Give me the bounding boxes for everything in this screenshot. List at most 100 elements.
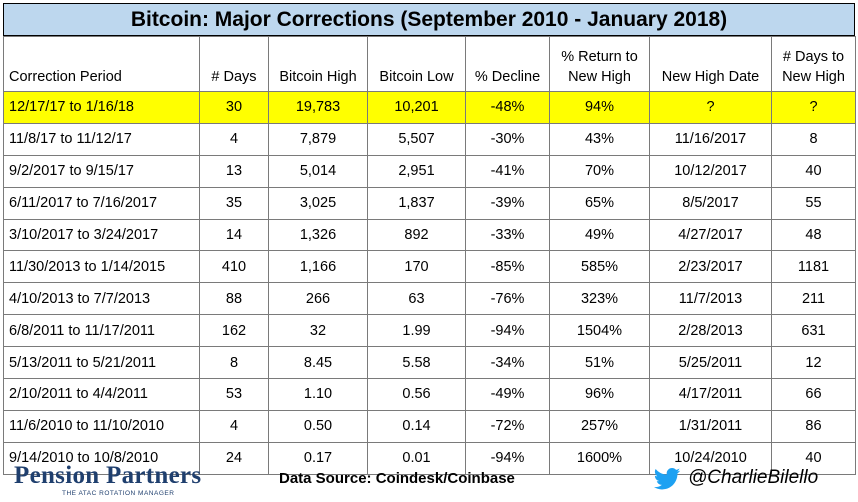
logo-tagline: THE ATAC ROTATION MANAGER (62, 490, 175, 497)
table-cell: 4/17/2011 (649, 378, 772, 411)
table-cell: 8/5/2017 (649, 186, 772, 220)
table-cell: 2/28/2013 (649, 314, 772, 348)
table-cell: 0.50 (268, 409, 368, 443)
table-row: 2/10/2011 to 4/4/2011 53 1.10 0.56 -49% 96% 4/… (3, 378, 856, 411)
table-cell: 4 (199, 122, 269, 156)
corrections-table: Correction Period # Days Bitcoin High Bitco… (3, 36, 856, 475)
table-cell: -48% (465, 91, 550, 124)
table-cell: 4/27/2017 (649, 218, 772, 252)
table-cell: 631 (771, 314, 856, 348)
table-cell: 43% (549, 122, 650, 156)
table-cell: 0.56 (367, 378, 466, 411)
pension-partners-logo: Pension Partners (14, 462, 202, 489)
table-cell: 3,025 (268, 186, 368, 220)
table-cell: 1/31/2011 (649, 409, 772, 443)
table-cell: 162 (199, 314, 269, 348)
table-cell: 2,951 (367, 154, 466, 188)
table-cell: 2/23/2017 (649, 250, 772, 284)
table-cell: 63 (367, 282, 466, 316)
twitter-handle: @CharlieBilello (688, 467, 819, 488)
table-row: 11/8/17 to 11/12/17 4 7,879 5,507 -30% 43% 11/… (3, 122, 856, 156)
twitter-bird-icon (653, 468, 681, 490)
table-cell: 5.58 (367, 346, 466, 380)
table-cell: 1.99 (367, 314, 466, 348)
column-header: # Days to New High (771, 36, 856, 92)
table-cell: 1,837 (367, 186, 466, 220)
column-header: Bitcoin Low (367, 36, 466, 92)
table-row: 12/17/17 to 1/16/18 30 19,783 10,201 -48% 94%… (3, 91, 856, 124)
table-cell: ? (649, 91, 772, 124)
column-header: # Days (199, 36, 269, 92)
table-cell: 32 (268, 314, 368, 348)
table-cell: 9/14/2010 to 10/8/2010 (3, 441, 200, 475)
table-cell: 7,879 (268, 122, 368, 156)
table-row: 3/10/2017 to 3/24/2017 14 1,326 892 -33% 49% 4… (3, 218, 856, 252)
table-cell: 11/30/2013 to 1/14/2015 (3, 250, 200, 284)
table-cell: 5,014 (268, 154, 368, 188)
table-cell: 10/12/2017 (649, 154, 772, 188)
table-row: 6/11/2017 to 7/16/2017 35 3,025 1,837 -39% 65… (3, 186, 856, 220)
table-cell: 65% (549, 186, 650, 220)
table-cell: 1.10 (268, 378, 368, 411)
table-cell: 0.01 (367, 441, 466, 475)
table-cell: 6/8/2011 to 11/17/2011 (3, 314, 200, 348)
table-cell: 19,783 (268, 91, 368, 124)
table-cell: 4 (199, 409, 269, 443)
table-cell: 11/6/2010 to 11/10/2010 (3, 409, 200, 443)
table-cell: 4/10/2013 to 7/7/2013 (3, 282, 200, 316)
table-cell: 257% (549, 409, 650, 443)
table-row: 9/2/2017 to 9/15/17 13 5,014 2,951 -41% 70% 10… (3, 154, 856, 188)
table-row: 4/10/2013 to 7/7/2013 88 266 63 -76% 323% 11/7… (3, 282, 856, 316)
column-header: Bitcoin High (268, 36, 368, 92)
table-cell: 40 (771, 441, 856, 475)
table-cell: 66 (771, 378, 856, 411)
table-cell: 14 (199, 218, 269, 252)
table-cell: 11/8/17 to 11/12/17 (3, 122, 200, 156)
table-cell: 1504% (549, 314, 650, 348)
table-row: 5/13/2011 to 5/21/2011 8 8.45 5.58 -34% 51% 5/… (3, 346, 856, 380)
table-cell: 13 (199, 154, 269, 188)
table-cell: 94% (549, 91, 650, 124)
table-cell: 8.45 (268, 346, 368, 380)
table-cell: 53 (199, 378, 269, 411)
table-title: Bitcoin: Major Corrections (September 20… (3, 3, 855, 36)
table-cell: 35 (199, 186, 269, 220)
table-cell: 86 (771, 409, 856, 443)
table-cell: 12/17/17 to 1/16/18 (3, 91, 200, 124)
table-cell: -41% (465, 154, 550, 188)
footer: Pension Partners THE ATAC ROTATION MANAG… (0, 460, 858, 502)
table-row: 6/8/2011 to 11/17/2011 162 32 1.99 -94% 1504%… (3, 314, 856, 348)
table-cell: 30 (199, 91, 269, 124)
table-cell: 5/25/2011 (649, 346, 772, 380)
column-header: % Decline (465, 36, 550, 92)
table-cell: 49% (549, 218, 650, 252)
table-cell: 55 (771, 186, 856, 220)
table-row: 9/14/2010 to 10/8/2010 24 0.17 0.01 -94% 1600… (3, 441, 856, 475)
table-cell: 12 (771, 346, 856, 380)
table-cell: 892 (367, 218, 466, 252)
table-cell: 88 (199, 282, 269, 316)
table-cell: 11/16/2017 (649, 122, 772, 156)
table-cell: 51% (549, 346, 650, 380)
table-body: 12/17/17 to 1/16/18 30 19,783 10,201 -48% 94%… (3, 91, 856, 475)
table-row: 11/6/2010 to 11/10/2010 4 0.50 0.14 -72% 257%… (3, 409, 856, 443)
table-cell: ? (771, 91, 856, 124)
table-cell: 585% (549, 250, 650, 284)
table-cell: 1,166 (268, 250, 368, 284)
table-row: 11/30/2013 to 1/14/2015 410 1,166 170 -85% 58… (3, 250, 856, 284)
table-cell: 5/13/2011 to 5/21/2011 (3, 346, 200, 380)
table-cell: 9/2/2017 to 9/15/17 (3, 154, 200, 188)
table-cell: 1181 (771, 250, 856, 284)
column-header: Correction Period (3, 36, 200, 92)
table-cell: -30% (465, 122, 550, 156)
data-source: Data Source: Coindesk/Coinbase (279, 470, 515, 487)
table-cell: -49% (465, 378, 550, 411)
table-cell: 323% (549, 282, 650, 316)
table-cell: 6/11/2017 to 7/16/2017 (3, 186, 200, 220)
table-cell: 410 (199, 250, 269, 284)
table-cell: -76% (465, 282, 550, 316)
table-cell: 1,326 (268, 218, 368, 252)
table-cell: 96% (549, 378, 650, 411)
table-cell: -39% (465, 186, 550, 220)
column-header: New High Date (649, 36, 772, 92)
